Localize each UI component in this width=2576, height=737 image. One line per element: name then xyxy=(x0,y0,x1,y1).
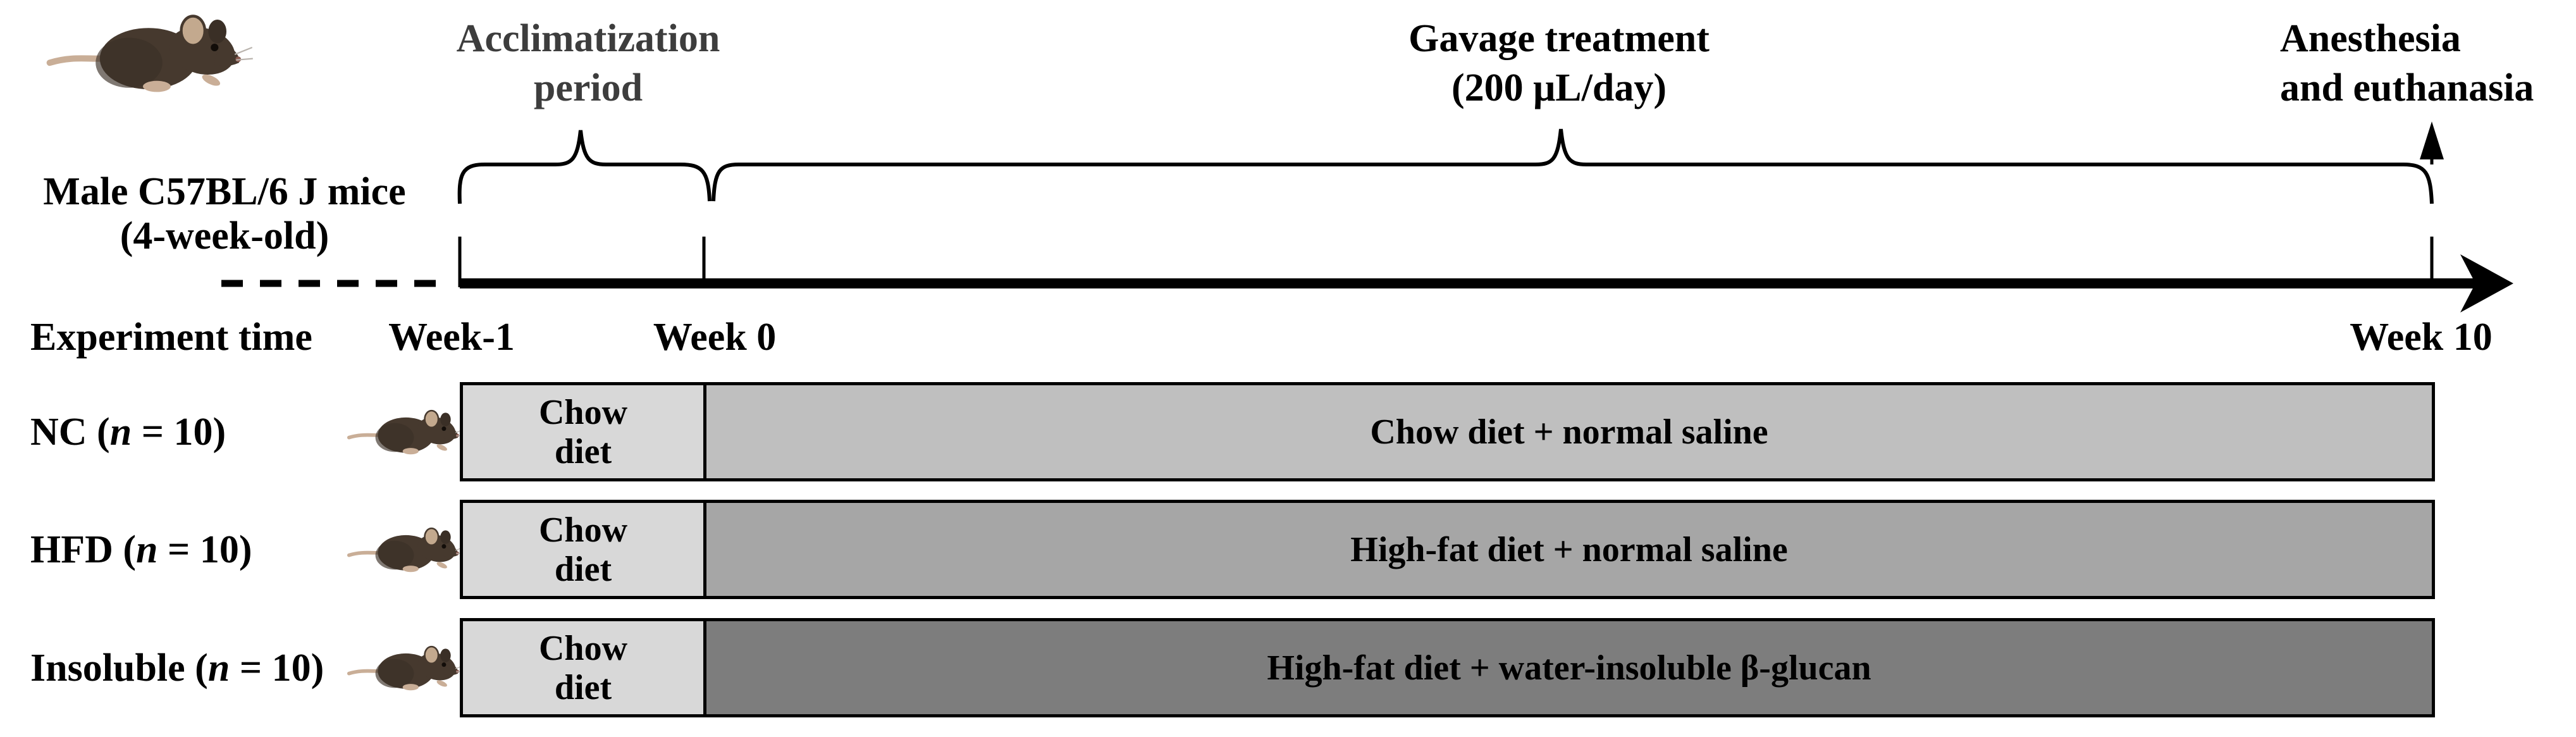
acclimatization-caption-line1: Acclimatization xyxy=(456,17,720,60)
endpoint-caption-line1: Anesthesia xyxy=(2280,17,2461,60)
chow-diet-box-hfd-label: Chow diet xyxy=(538,510,628,589)
week-10-label: Week 10 xyxy=(2350,316,2493,359)
week-minus1-label: Week-1 xyxy=(388,316,515,359)
endpoint-arrow-head xyxy=(2420,121,2444,159)
group-label-insoluble-suffix: = 10) xyxy=(230,647,324,690)
group-label-insoluble-prefix: Insoluble ( xyxy=(30,647,208,690)
group-label-hfd: HFD (n = 10) xyxy=(30,527,252,573)
experiment-time-label: Experiment time xyxy=(30,316,312,359)
treatment-bar-nc-label: Chow diet + normal saline xyxy=(1370,412,1768,452)
group-label-insoluble: Insoluble (n = 10) xyxy=(30,645,324,691)
acclimatization-brace xyxy=(457,130,712,204)
chow-diet-box-insoluble-label: Chow diet xyxy=(538,628,628,707)
week-0-label: Week 0 xyxy=(653,316,777,359)
group-label-nc: NC (n = 10) xyxy=(30,409,226,455)
gavage-brace xyxy=(712,128,2434,204)
subject-label-line2: (4-week-old) xyxy=(120,214,330,257)
mouse-photo-large xyxy=(46,13,254,96)
treatment-bar-insoluble-label: High-fat diet + water-insoluble β-glucan xyxy=(1267,648,1871,688)
acclimatization-caption-line2: period xyxy=(533,66,643,109)
acclimatization-caption: Acclimatization period xyxy=(411,14,765,113)
treatment-bar-hfd: High-fat diet + normal saline xyxy=(706,500,2435,599)
mouse-icon-insoluble xyxy=(347,645,467,693)
gavage-caption-line1: Gavage treatment xyxy=(1408,17,1710,60)
mouse-icon-nc xyxy=(347,409,467,457)
group-label-hfd-n: n xyxy=(136,528,158,571)
mouse-icon-hfd xyxy=(347,526,467,574)
group-label-hfd-prefix: HFD ( xyxy=(30,528,137,571)
endpoint-caption: Anesthesia and euthanasia xyxy=(2280,14,2576,113)
chow-diet-box-insoluble: Chow diet xyxy=(460,618,706,717)
endpoint-caption-line2: and euthanasia xyxy=(2280,66,2534,109)
timeline-arrow-head xyxy=(2460,254,2513,313)
chow-diet-box-hfd: Chow diet xyxy=(460,500,706,599)
gavage-caption-line2: (200 μL/day) xyxy=(1451,66,1667,109)
treatment-bar-nc: Chow diet + normal saline xyxy=(706,382,2435,481)
treatment-bar-hfd-label: High-fat diet + normal saline xyxy=(1350,530,1788,569)
subject-label-line1: Male C57BL/6 J mice xyxy=(43,170,406,213)
group-label-hfd-suffix: = 10) xyxy=(157,528,252,571)
subject-label: Male C57BL/6 J mice (4-week-old) xyxy=(25,170,424,258)
chow-diet-box-nc-label: Chow diet xyxy=(538,392,628,471)
group-label-nc-suffix: = 10) xyxy=(132,411,226,454)
gavage-caption: Gavage treatment (200 μL/day) xyxy=(1338,14,1780,113)
group-label-insoluble-n: n xyxy=(207,647,230,690)
chow-diet-box-nc: Chow diet xyxy=(460,382,706,481)
treatment-bar-insoluble: High-fat diet + water-insoluble β-glucan xyxy=(706,618,2435,717)
group-label-nc-prefix: NC ( xyxy=(30,411,110,454)
group-label-nc-n: n xyxy=(109,411,132,454)
